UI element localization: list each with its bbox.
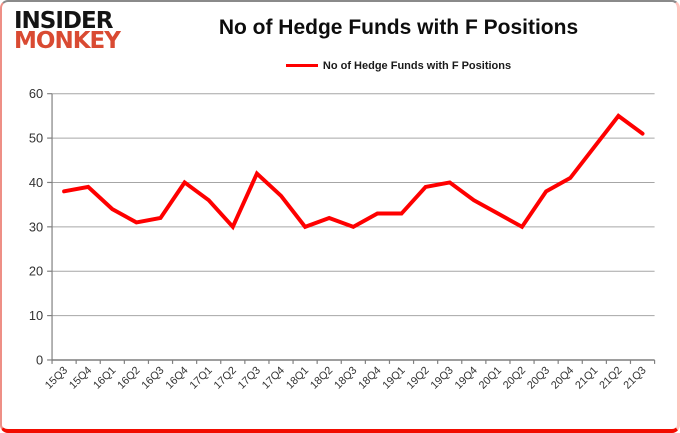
- legend-label: No of Hedge Funds with F Positions: [322, 59, 512, 72]
- y-tick-label: 50: [29, 131, 43, 146]
- x-tick-label: 17Q2: [212, 364, 239, 391]
- x-tick-label: 19Q2: [404, 364, 431, 391]
- x-tick-label: 20Q2: [501, 364, 528, 391]
- x-tick-label: 18Q3: [332, 364, 359, 391]
- y-tick-label: 40: [29, 175, 43, 190]
- x-tick-label: 20Q3: [525, 364, 552, 391]
- x-tick-label: 17Q3: [236, 364, 263, 391]
- x-tick-label: 21Q2: [597, 364, 624, 391]
- chart-title: No of Hedge Funds with F Positions: [218, 16, 579, 39]
- insider-monkey-logo: INSIDER MONKEY: [14, 8, 121, 54]
- x-tick-label: 16Q3: [139, 364, 166, 391]
- x-tick-label: 15Q4: [67, 364, 94, 391]
- x-tick-label: 19Q3: [429, 364, 456, 391]
- x-tick-label: 21Q3: [621, 364, 648, 391]
- x-tick-label: 17Q1: [188, 364, 215, 391]
- y-tick-label: 10: [29, 308, 43, 323]
- x-tick-label: 16Q4: [163, 364, 190, 391]
- x-tick-label: 18Q2: [308, 364, 335, 391]
- x-tick-label: 18Q1: [284, 364, 311, 391]
- y-tick-label: 20: [29, 264, 43, 279]
- y-tick-label: 0: [36, 352, 43, 367]
- x-tick-label: 19Q1: [380, 364, 407, 391]
- x-tick-label: 21Q1: [573, 364, 600, 391]
- x-tick-label: 20Q1: [477, 364, 504, 391]
- logo-text-insider: INSIDER: [14, 8, 113, 34]
- x-tick-label: 17Q4: [260, 364, 287, 391]
- x-tick-label: 16Q2: [115, 364, 142, 391]
- x-tick-label: 15Q3: [43, 364, 70, 391]
- y-tick-label: 30: [29, 219, 43, 234]
- x-tick-label: 16Q1: [91, 364, 118, 391]
- chart-legend: No of Hedge Funds with F Positions: [122, 57, 675, 75]
- y-tick-label: 60: [29, 86, 43, 101]
- logo-text-monkey: MONKEY: [14, 28, 121, 54]
- x-tick-label: 18Q4: [356, 364, 383, 391]
- legend-line-marker: [285, 64, 318, 68]
- x-tick-label: 19Q4: [453, 364, 480, 391]
- series-line-hedge-funds: [62, 113, 645, 231]
- x-tick-label: 20Q4: [549, 364, 576, 391]
